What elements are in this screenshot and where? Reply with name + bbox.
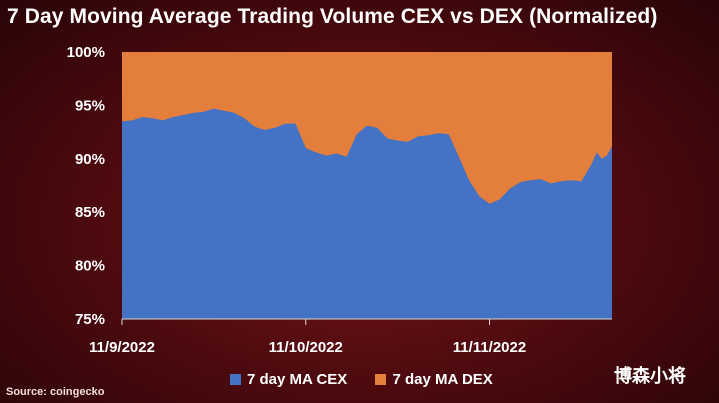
- legend-label-cex: 7 day MA CEX: [247, 371, 348, 388]
- legend-item-cex: 7 day MA CEX: [230, 371, 347, 388]
- x-axis: 11/9/2022 11/10/2022 11/11/2022: [89, 318, 612, 356]
- source-note: Source: coingecko: [6, 386, 105, 398]
- y-tick-label: 90%: [75, 151, 105, 168]
- legend-swatch-dex: [375, 374, 387, 385]
- y-axis: 75% 80% 85% 90% 95% 100%: [67, 44, 105, 328]
- x-tick-label: 11/10/2022: [269, 339, 343, 356]
- y-tick-label: 95%: [75, 97, 105, 114]
- y-tick-label: 100%: [67, 44, 105, 61]
- legend-item-dex: 7 day MA DEX: [375, 371, 493, 388]
- x-tick-label: 11/9/2022: [89, 339, 155, 356]
- watermark: 博森小将: [614, 366, 686, 387]
- legend-label-dex: 7 day MA DEX: [392, 371, 493, 388]
- legend-swatch-cex: [230, 374, 241, 385]
- y-tick-label: 85%: [75, 204, 105, 221]
- cex-area: [122, 108, 612, 319]
- y-tick-label: 75%: [75, 311, 105, 328]
- y-tick-label: 80%: [75, 258, 105, 275]
- chart-title: 7 Day Moving Average Trading Volume CEX …: [7, 5, 658, 28]
- x-tick-label: 11/11/2022: [453, 339, 526, 356]
- legend: 7 day MA CEX 7 day MA DEX: [230, 371, 517, 389]
- plot-area: [122, 52, 612, 319]
